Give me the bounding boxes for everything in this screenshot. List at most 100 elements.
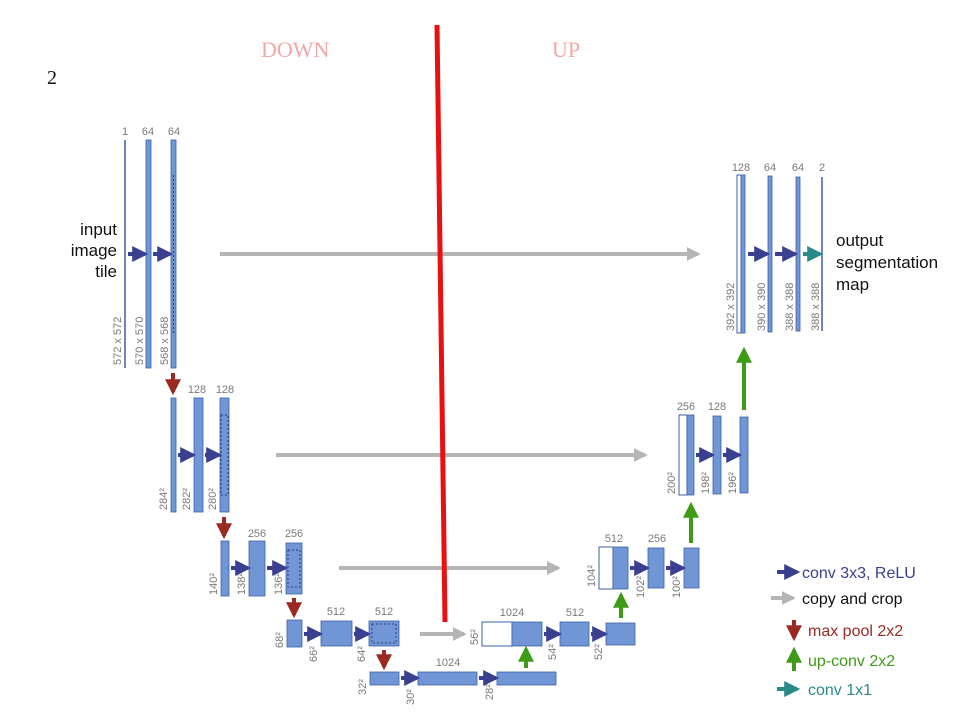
input-label-line1: input <box>80 220 117 239</box>
dim-label: 138² <box>236 573 248 595</box>
copied-map <box>736 174 742 334</box>
feature-map <box>683 547 700 589</box>
dim-label: 68² <box>274 632 286 648</box>
legend-label-pool: max pool 2x2 <box>808 623 903 640</box>
channel-label: 128 <box>188 384 206 396</box>
feature-map <box>511 621 543 647</box>
channel-label: 128 <box>732 162 750 174</box>
dim-label: 200² <box>666 472 678 494</box>
dim-label: 282² <box>181 488 193 510</box>
dim-label: 198² <box>700 472 712 494</box>
channel-label: 64 <box>792 162 804 174</box>
feature-map <box>170 397 177 513</box>
feature-map <box>368 620 400 647</box>
feature-map <box>612 546 629 590</box>
dim-label: 56² <box>469 629 481 645</box>
dim-label: 52² <box>593 644 605 660</box>
dim-label: 392 x 392 <box>725 283 737 331</box>
input-label-line3: tile <box>95 262 117 281</box>
legend-label-copy: copy and crop <box>802 591 903 608</box>
dim-label: 572 x 572 <box>112 317 124 365</box>
copied-map <box>678 414 688 496</box>
dim-label: 32² <box>357 679 369 695</box>
dim-label: 100² <box>671 576 683 598</box>
level2-left: 128 128 284² 282² 280² <box>158 384 234 540</box>
dim-label: 140² <box>208 573 220 595</box>
dim-label: 104² <box>586 565 598 587</box>
feature-map <box>220 540 230 597</box>
feature-map <box>739 416 749 494</box>
feature-map <box>767 175 773 333</box>
up-label: UP <box>552 37 580 62</box>
feature-map <box>170 139 177 369</box>
feature-map <box>795 176 801 332</box>
channel-label: 512 <box>605 533 623 545</box>
output-label-line3: map <box>836 275 869 294</box>
level3-right: 512 256 104² 102² 100² <box>586 501 700 598</box>
channel-label: 128 <box>216 384 234 396</box>
feature-map <box>145 139 152 369</box>
feature-map <box>686 414 695 496</box>
feature-map <box>248 540 266 597</box>
down-label: DOWN <box>261 37 330 62</box>
legend-label-conv1x1: conv 1x1 <box>808 682 872 699</box>
channel-label: 64 <box>764 162 776 174</box>
level4-right: 1024 512 56² 54² 52² <box>469 591 636 660</box>
down-up-divider <box>434 24 448 623</box>
figure-number: 2 <box>47 67 57 89</box>
feature-map <box>740 174 746 334</box>
level2-right: 256 128 200² 198² 196² <box>666 346 752 496</box>
feature-map <box>496 671 557 686</box>
dim-label: 568 x 568 <box>159 317 171 365</box>
channel-label: 64 <box>142 126 154 138</box>
dim-label: 136² <box>273 573 285 595</box>
channel-label: 1 <box>122 126 128 138</box>
feature-map <box>417 671 478 686</box>
output-label-line2: segmentation <box>836 253 938 272</box>
legend-label-conv: conv 3x3, ReLU <box>802 565 916 582</box>
channel-label: 512 <box>566 607 584 619</box>
feature-map <box>320 620 353 647</box>
dim-label: 280² <box>207 488 219 510</box>
dim-label: 54² <box>547 644 559 660</box>
copied-map <box>598 546 614 590</box>
dim-label: 64² <box>356 646 368 662</box>
channel-label: 256 <box>285 528 303 540</box>
channel-label: 512 <box>375 606 393 618</box>
channel-label: 512 <box>327 606 345 618</box>
channel-label: 256 <box>677 401 695 413</box>
feature-map <box>369 671 400 686</box>
level1-left: 1 64 64 572 x 572 570 x 570 568 x 568 <box>112 126 181 396</box>
copied-map <box>481 621 513 647</box>
level4-left: 512 512 68² 66² 64² <box>274 606 400 671</box>
feature-map <box>647 547 665 589</box>
feature-map <box>286 619 303 648</box>
dim-label: 388 x 388 <box>784 283 796 331</box>
channel-label: 256 <box>248 528 266 540</box>
crop-region <box>371 623 397 644</box>
level1-right: 128 64 64 2 392 x 392 390 x 390 388 x 38… <box>725 162 825 334</box>
channel-label: 128 <box>708 401 726 413</box>
level3-left: 256 256 140² 138² 136² <box>208 528 303 619</box>
dim-label: 570 x 570 <box>134 317 146 365</box>
legend-label-upconv: up-conv 2x2 <box>808 653 895 670</box>
feature-map <box>193 397 204 513</box>
dim-label: 390 x 390 <box>756 283 768 331</box>
dim-label: 196² <box>727 472 739 494</box>
feature-map <box>559 621 590 647</box>
input-label-line2: image <box>71 241 117 260</box>
feature-map <box>712 415 722 495</box>
feature-map <box>605 622 636 646</box>
dim-label: 388 x 388 <box>810 283 822 331</box>
dim-label: 30² <box>405 689 417 705</box>
channel-label: 1024 <box>500 607 524 619</box>
channel-label: 256 <box>648 533 666 545</box>
dim-label: 284² <box>158 488 170 510</box>
output-label-line1: output <box>836 231 884 250</box>
dim-label: 66² <box>308 646 320 662</box>
channel-label: 1024 <box>436 657 460 669</box>
dim-label: 102² <box>635 576 647 598</box>
level5-bottleneck: 1024 32² 30² 28² <box>357 645 557 705</box>
legend: conv 3x3, ReLU copy and crop max pool 2x… <box>771 564 916 699</box>
